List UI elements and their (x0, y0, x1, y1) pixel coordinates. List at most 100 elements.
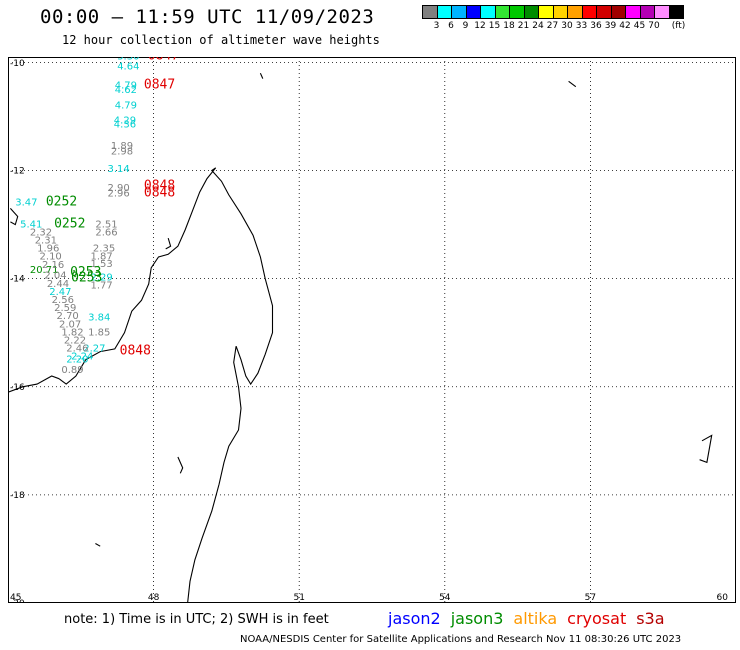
wave-height-label: 2.31 (35, 236, 57, 247)
scale-swatch (596, 5, 612, 19)
satellite-cryosat: cryosat (567, 609, 627, 628)
map-subtitle: 12 hour collection of altimeter wave hei… (62, 33, 380, 47)
wave-height-label: 2.70 (57, 311, 79, 322)
scale-label: 21 (517, 21, 530, 31)
scale-label: 45 (633, 21, 646, 31)
agalega-island (568, 80, 577, 88)
pass-time-label: 0848 (120, 343, 151, 358)
wave-height-label: 20.71 (30, 265, 59, 276)
scale-label: 6 (448, 21, 454, 31)
scale-swatch (523, 5, 539, 19)
wave-height-label: 4.62 (115, 85, 137, 96)
lon-tick-label: 60 (717, 593, 729, 603)
wave-height-label: 2.27 (83, 344, 105, 355)
mayotte (9, 208, 19, 226)
wave-height-label: 4.36 (114, 119, 136, 130)
islet-a (95, 543, 101, 547)
madagascar-east-coast (187, 167, 274, 603)
wave-height-label: 2.22 (64, 336, 86, 347)
wave-height-label: 2.44 (47, 279, 69, 290)
wave-height-label: 3.84 (88, 312, 110, 323)
wave-height-label: 1.53 (91, 259, 113, 270)
credit-line: NOAA/NESDIS Center for Satellite Applica… (240, 634, 682, 645)
wave-height-label: 2.96 (107, 188, 129, 199)
scale-swatch (436, 5, 452, 19)
wave-height-label: 3.47 (15, 198, 37, 209)
satellite-jason3: jason3 (450, 609, 504, 628)
wave-height-label: 4.29 (114, 115, 136, 126)
pass-time-label: 0847 (144, 77, 175, 92)
scale-label: 15 (488, 21, 501, 31)
wave-height-label: 2.56 (52, 295, 74, 306)
wave-height-label: 2.51 (95, 219, 117, 230)
pass-time-label: 0848 (144, 178, 175, 193)
scale-swatch (538, 5, 554, 19)
footnote: note: 1) Time is in UTC; 2) SWH is in fe… (64, 612, 329, 627)
scale-label: 9 (462, 21, 469, 31)
wave-height-label: 2.24 (71, 352, 93, 363)
wave-height-label: 2.35 (93, 244, 115, 255)
scale-swatch (567, 5, 583, 19)
wave-height-label: 2.46 (66, 344, 88, 355)
lon-tick-label: 54 (439, 593, 451, 603)
wave-height-label: 2.66 (95, 227, 117, 238)
pass-time-label: 0848 (144, 185, 175, 200)
lon-tick-label: 57 (585, 593, 596, 603)
islet-b (177, 456, 184, 474)
color-scale-bar (422, 5, 684, 19)
scale-label: 3 (433, 21, 440, 31)
wave-height-label: 1.89 (111, 141, 133, 152)
lon-tick-label: 45 (10, 593, 21, 603)
map-plot: 45 48 51 54 57 60 -10 -12 -14 -16 -18 -20 5.304.64 4.… (8, 57, 736, 603)
pass-time-label: 0253 (70, 265, 101, 280)
wave-height-label: 5.41 (20, 219, 42, 230)
scale-label: (ft) (671, 21, 686, 31)
scale-swatch (494, 5, 510, 19)
mozambique-channel-coast (8, 375, 60, 393)
wave-height-label: 4.79 (115, 80, 137, 91)
cargados-islands (699, 434, 713, 464)
scale-swatch (581, 5, 597, 19)
scale-label: 33 (575, 21, 588, 31)
scale-label: 39 (604, 21, 617, 31)
pass-time-label: 0252 (54, 216, 85, 231)
scale-label: 42 (619, 21, 631, 31)
wave-height-label: 5.30 (117, 57, 139, 63)
wave-height-label: 4.79 (115, 100, 137, 111)
lat-tick-label: -14 (10, 275, 25, 285)
small-island (259, 72, 264, 79)
scale-label: 24 (532, 21, 544, 31)
wave-height-label: 2.90 (107, 183, 129, 194)
plot-frame (8, 57, 736, 603)
scale-swatch (639, 5, 655, 19)
scale-label: 27 (546, 21, 559, 31)
lat-tick-label: -18 (10, 491, 25, 501)
satellite-s3a: s3a (636, 609, 665, 628)
madagascar-west-coast (58, 167, 217, 385)
wave-height-label: 0.89 (61, 365, 83, 376)
scale-swatch (480, 5, 496, 19)
lon-tick-label: 51 (293, 593, 304, 603)
lon-tick-label: 48 (148, 593, 160, 603)
wave-height-label: 2.29 (91, 272, 113, 283)
scale-label: 18 (503, 21, 515, 31)
wave-height-label: 2.32 (30, 227, 52, 238)
wave-height-label: 2.16 (42, 260, 64, 271)
wave-height-label: 1.77 (91, 280, 113, 291)
wave-height-label: 2.20 (66, 354, 88, 365)
satellite-legend: jason2 jason3 altika cryosat s3a (388, 609, 675, 628)
scale-swatch (422, 5, 438, 19)
scale-swatch (668, 5, 684, 19)
scale-swatch (509, 5, 525, 19)
wave-height-label: 3.14 (107, 164, 129, 175)
scale-label: 36 (590, 21, 602, 31)
pass-time-label: 0253 (71, 270, 102, 285)
scale-swatch (610, 5, 626, 19)
wave-height-label: 4.64 (117, 61, 139, 72)
pass-time-label: 0252 (46, 195, 77, 210)
wave-height-label: 2.47 (49, 287, 71, 298)
wave-height-label: 1.96 (37, 244, 59, 255)
pass-time-label: 0847 (148, 57, 179, 64)
lat-tick-label: -20 (10, 599, 25, 603)
